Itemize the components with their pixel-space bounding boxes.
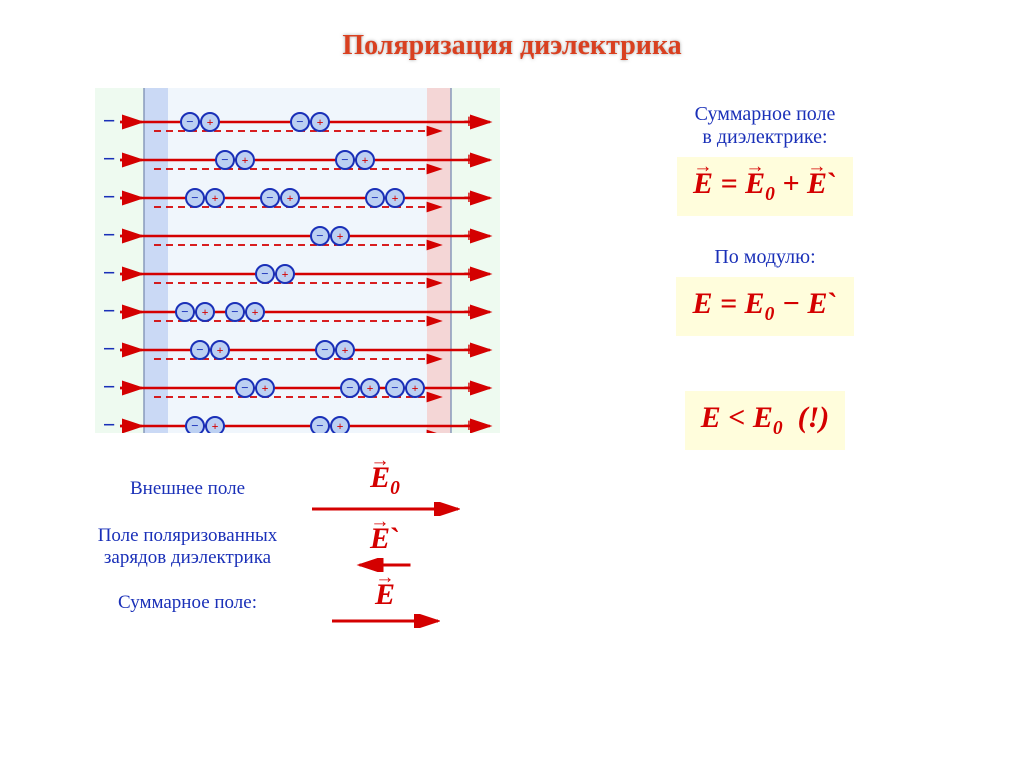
svg-text:+: +: [342, 343, 349, 357]
polarization-diagram: −+−+−+−+−+−+−+−+−+−+−+−+−+−+−+−+−+−+−+−+…: [95, 88, 500, 433]
svg-text:+: +: [362, 153, 369, 167]
legend-sum-symbol: E: [305, 578, 465, 628]
svg-text:+: +: [463, 187, 474, 209]
svg-text:+: +: [207, 115, 214, 129]
svg-text:+: +: [463, 225, 474, 247]
svg-text:+: +: [463, 149, 474, 171]
svg-text:+: +: [262, 381, 269, 395]
svg-text:−: −: [371, 190, 378, 205]
formulas-column: Суммарное поле в диэлектрике: E = E0 + E…: [565, 95, 965, 480]
svg-text:−: −: [346, 380, 353, 395]
svg-text:−: −: [103, 412, 116, 433]
legend-external-field: Внешнее поле E0: [70, 461, 510, 516]
svg-text:+: +: [212, 419, 219, 433]
svg-text:−: −: [231, 304, 238, 319]
svg-text:−: −: [391, 380, 398, 395]
svg-text:+: +: [463, 111, 474, 133]
svg-text:−: −: [103, 260, 116, 285]
svg-text:−: −: [103, 298, 116, 323]
svg-text:+: +: [463, 301, 474, 323]
formula-magnitude: E = E0 − E`: [676, 277, 853, 336]
svg-text:−: −: [191, 190, 198, 205]
svg-text:−: −: [186, 114, 193, 129]
svg-text:−: −: [241, 380, 248, 395]
svg-text:−: −: [103, 184, 116, 209]
svg-text:−: −: [181, 304, 188, 319]
formula-vector-sum: E = E0 + E`: [677, 157, 853, 216]
svg-text:−: −: [196, 342, 203, 357]
svg-text:+: +: [463, 263, 474, 285]
svg-text:+: +: [367, 381, 374, 395]
field-legend: Внешнее поле E0 Поле поляризованных заря…: [70, 455, 510, 634]
svg-text:+: +: [287, 191, 294, 205]
svg-text:−: −: [321, 342, 328, 357]
svg-text:−: −: [103, 222, 116, 247]
svg-text:+: +: [392, 191, 399, 205]
svg-text:−: −: [296, 114, 303, 129]
svg-text:+: +: [412, 381, 419, 395]
legend-pol-symbol: E`: [305, 522, 465, 572]
svg-text:+: +: [252, 305, 259, 319]
legend-pol-label: Поле поляризованных зарядов диэлектрика: [70, 525, 305, 569]
svg-text:−: −: [341, 152, 348, 167]
formula-inequality: E < E0 (!): [685, 391, 846, 450]
svg-text:+: +: [337, 229, 344, 243]
label-magnitude: По модулю:: [565, 246, 965, 269]
svg-text:−: −: [103, 336, 116, 361]
svg-text:−: −: [316, 418, 323, 433]
svg-text:+: +: [337, 419, 344, 433]
svg-text:−: −: [261, 266, 268, 281]
svg-text:+: +: [463, 339, 474, 361]
svg-text:−: −: [103, 146, 116, 171]
svg-text:−: −: [221, 152, 228, 167]
svg-text:−: −: [266, 190, 273, 205]
svg-text:+: +: [317, 115, 324, 129]
svg-text:−: −: [191, 418, 198, 433]
svg-text:−: −: [316, 228, 323, 243]
svg-text:+: +: [202, 305, 209, 319]
legend-sum-label: Суммарное поле:: [70, 592, 305, 614]
svg-text:+: +: [463, 377, 474, 399]
legend-ext-label: Внешнее поле: [70, 478, 305, 500]
svg-text:−: −: [103, 374, 116, 399]
svg-text:+: +: [463, 415, 474, 433]
legend-net-field: Суммарное поле: E: [70, 578, 510, 628]
page-title: Поляризация диэлектрика: [0, 30, 1024, 62]
legend-polarization-field: Поле поляризованных зарядов диэлектрика …: [70, 522, 510, 572]
svg-text:+: +: [212, 191, 219, 205]
svg-text:+: +: [242, 153, 249, 167]
svg-text:+: +: [282, 267, 289, 281]
svg-text:+: +: [217, 343, 224, 357]
label-sum-field: Суммарное поле в диэлектрике:: [565, 103, 965, 149]
legend-ext-symbol: E0: [305, 461, 465, 516]
svg-text:−: −: [103, 108, 116, 133]
